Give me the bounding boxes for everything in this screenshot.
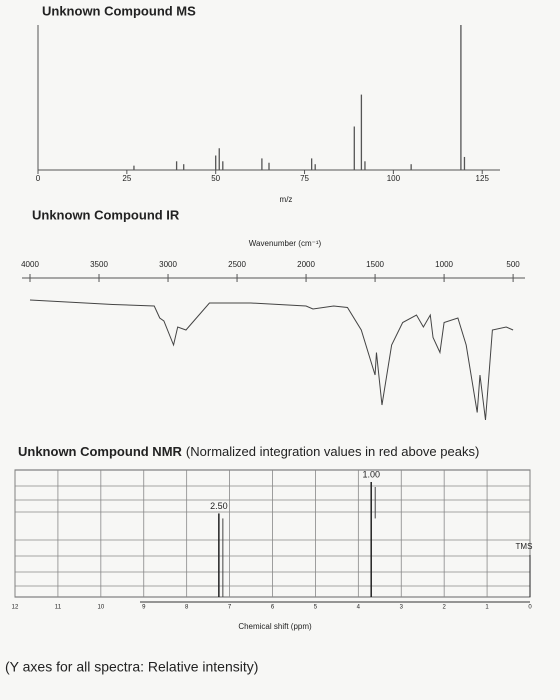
x-tick-label: 7 xyxy=(228,605,232,611)
nmr-subtitle: (Normalized integration values in red ab… xyxy=(186,444,479,459)
x-tick-label: 5 xyxy=(314,605,318,611)
x-tick-label: 9 xyxy=(142,605,146,611)
tms-label: TMS xyxy=(516,542,533,551)
ir-title: Unknown Compound IR xyxy=(32,207,180,222)
x-tick-label: 2500 xyxy=(228,260,246,269)
x-tick-label: 3000 xyxy=(159,260,177,269)
x-tick-label: 125 xyxy=(476,174,490,183)
x-tick-label: 4 xyxy=(357,605,361,611)
x-tick-label: 100 xyxy=(387,174,401,183)
integration-label: 1.00 xyxy=(362,469,380,479)
x-tick-label: 0 xyxy=(36,174,41,183)
x-tick-label: 10 xyxy=(97,605,104,611)
nmr-title: Unknown Compound NMR xyxy=(18,444,183,459)
x-tick-label: 500 xyxy=(506,260,520,269)
x-tick-label: 1000 xyxy=(435,260,453,269)
x-tick-label: 4000 xyxy=(21,260,39,269)
ms-title: Unknown Compound MS xyxy=(42,3,196,18)
x-tick-label: 8 xyxy=(185,605,189,611)
x-tick-label: 50 xyxy=(211,174,220,183)
x-tick-label: 2 xyxy=(442,605,446,611)
x-tick-label: 11 xyxy=(55,605,62,611)
x-tick-label: 1500 xyxy=(366,260,384,269)
x-tick-label: 0 xyxy=(528,605,532,611)
integration-label: 2.50 xyxy=(210,501,228,511)
x-tick-label: 1 xyxy=(485,605,489,611)
ms-x-label: m/z xyxy=(280,195,293,204)
x-tick-label: 12 xyxy=(12,605,19,611)
x-tick-label: 3 xyxy=(400,605,404,611)
ir-x-label: Wavenumber (cm⁻¹) xyxy=(249,239,322,248)
x-tick-label: 6 xyxy=(271,605,275,611)
nmr-title-line: Unknown Compound NMR (Normalized integrat… xyxy=(18,444,479,459)
ir-trace xyxy=(29,299,514,421)
footer: (Y axes for all spectra: Relative intens… xyxy=(5,659,258,675)
nmr-x-label: Chemical shift (ppm) xyxy=(238,622,312,631)
x-tick-label: 2000 xyxy=(297,260,315,269)
x-tick-label: 25 xyxy=(122,174,131,183)
x-tick-label: 75 xyxy=(300,174,309,183)
x-tick-label: 3500 xyxy=(90,260,108,269)
